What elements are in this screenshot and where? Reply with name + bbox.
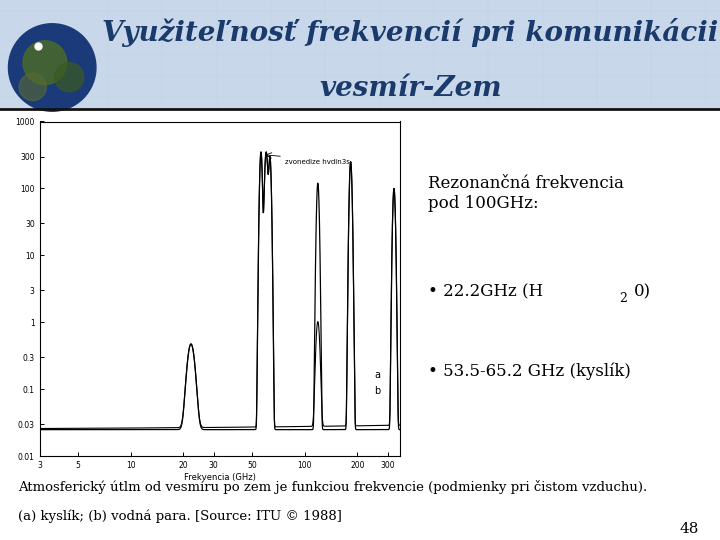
Circle shape — [23, 40, 67, 84]
Text: Rezonančná frekvencia
pod 100GHz:: Rezonančná frekvencia pod 100GHz: — [428, 176, 624, 212]
Circle shape — [9, 24, 96, 111]
Text: 2: 2 — [619, 292, 627, 305]
Text: Atmosferický útlm od vesmíru po zem je funkciou frekvencie (podmienky pri čistom: Atmosferický útlm od vesmíru po zem je f… — [18, 480, 647, 494]
FancyBboxPatch shape — [0, 0, 720, 108]
Text: zvonedize hvdin3s: zvonedize hvdin3s — [285, 159, 350, 165]
Circle shape — [19, 73, 46, 100]
X-axis label: Frekvencia (GHz): Frekvencia (GHz) — [184, 473, 256, 482]
Text: • 53.5-65.2 GHz (kyslík): • 53.5-65.2 GHz (kyslík) — [428, 362, 631, 380]
Text: a: a — [374, 369, 380, 380]
Text: 0): 0) — [634, 283, 651, 300]
Text: (a) kyslík; (b) vodná para. [Source: ITU © 1988]: (a) kyslík; (b) vodná para. [Source: ITU… — [18, 509, 342, 523]
Text: vesmír-Zem: vesmír-Zem — [319, 75, 502, 102]
Text: Využiteľnosť frekvencií pri komunikácii: Využiteľnosť frekvencií pri komunikácii — [102, 18, 719, 47]
Text: b: b — [374, 386, 380, 396]
Text: 48: 48 — [679, 522, 698, 536]
Text: • 22.2GHz (H: • 22.2GHz (H — [428, 283, 544, 300]
Circle shape — [55, 63, 84, 92]
